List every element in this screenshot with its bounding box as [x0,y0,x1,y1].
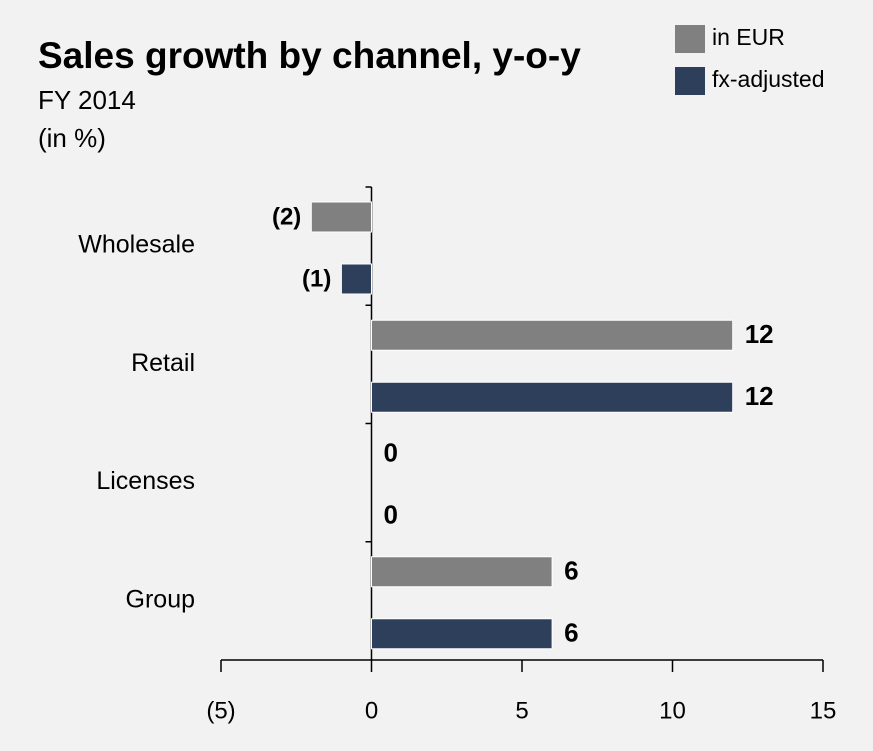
value-label: 12 [745,319,774,349]
bar [371,381,734,413]
x-tick-label: 15 [810,697,837,724]
legend-label: in EUR [712,24,785,50]
value-label: 6 [564,618,578,648]
x-tick-label: 10 [659,697,686,724]
chart-title: Sales growth by channel, y-o-y [38,35,581,76]
value-label: 0 [384,499,398,529]
value-label: 12 [745,381,774,411]
unit-label: (in %) [38,123,106,153]
legend-swatch [675,67,705,95]
x-tick-label: 5 [515,697,528,724]
legend-swatch [675,25,705,53]
x-tick-label: 0 [365,697,378,724]
bar [371,319,734,351]
y-tick-label: Wholesale [78,231,195,259]
legend-label: fx-adjusted [712,66,825,92]
bar [310,201,372,233]
y-tick-label: Retail [131,349,195,377]
x-tick-label: (5) [206,697,235,724]
value-label: 6 [564,556,578,586]
value-label: (1) [302,265,331,292]
bar [371,618,553,650]
bar [340,263,372,295]
bar [371,556,553,588]
value-label: (2) [272,203,301,230]
y-tick-label: Licenses [96,467,195,495]
y-tick-label: Group [126,585,195,613]
value-label: 0 [384,437,398,467]
chart-subtitle: FY 2014 [38,85,136,115]
